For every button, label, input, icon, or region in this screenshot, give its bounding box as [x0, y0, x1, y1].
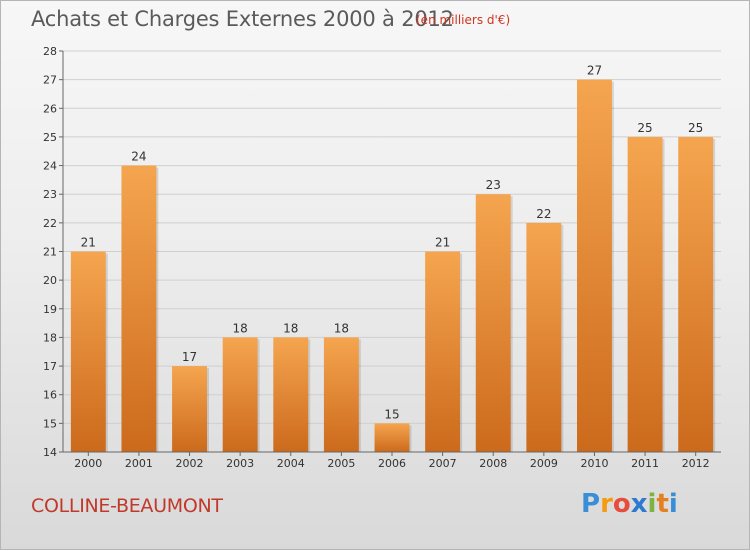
- y-tick-label: 26: [43, 102, 57, 115]
- data-label: 21: [81, 236, 96, 250]
- x-tick-label: 2000: [74, 457, 102, 470]
- x-tick-label: 2001: [125, 457, 153, 470]
- data-label: 17: [182, 350, 197, 364]
- data-label: 24: [131, 150, 146, 164]
- chart-title: Achats et Charges Externes 2000 à 2012: [31, 7, 454, 31]
- x-tick-label: 2010: [580, 457, 608, 470]
- x-tick-label: 2006: [378, 457, 406, 470]
- data-label: 22: [536, 207, 551, 221]
- bar: [576, 79, 612, 453]
- bar: [526, 222, 562, 452]
- logo-letter: o: [612, 489, 631, 519]
- y-axis: 14 15 16 17 18 19 20 21 22 23 24 25 26 27 28: [43, 45, 64, 459]
- y-tick-label: 22: [43, 217, 57, 230]
- location-name: COLLINE-BEAUMONT: [31, 495, 223, 517]
- logo-letter: P: [581, 489, 601, 519]
- x-tick-label: 2007: [429, 457, 457, 470]
- y-tick-label: 16: [43, 389, 57, 402]
- bar: [222, 337, 258, 452]
- proxiti-logo: Proxiti: [581, 489, 678, 519]
- bar: [70, 251, 106, 452]
- bar: [374, 423, 410, 452]
- y-tick-label: 25: [43, 131, 57, 144]
- data-label: 15: [384, 407, 399, 421]
- y-tick-label: 28: [43, 45, 57, 58]
- y-tick-label: 23: [43, 188, 57, 201]
- bar: [425, 251, 461, 452]
- data-label: 18: [334, 321, 349, 335]
- bar: [273, 337, 309, 452]
- y-tick-label: 14: [43, 446, 57, 459]
- bar: [172, 366, 208, 452]
- logo-letter: r: [600, 489, 613, 519]
- bar: [323, 337, 359, 452]
- x-tick-label: 2012: [682, 457, 710, 470]
- y-tick-label: 17: [43, 360, 57, 373]
- bars: 21 24 17 18 18 18 15 21 23 22 27 25 25: [70, 64, 716, 453]
- x-axis: 2000 2001 2002 2003 2004 2005 2006 2007 2008 2009…: [63, 451, 721, 470]
- data-label: 23: [486, 178, 501, 192]
- x-tick-label: 2011: [631, 457, 659, 470]
- y-tick-label: 15: [43, 417, 57, 430]
- x-tick-label: 2008: [479, 457, 507, 470]
- bar: [475, 194, 511, 452]
- x-tick-label: 2002: [176, 457, 204, 470]
- y-tick-label: 19: [43, 303, 57, 316]
- x-tick-label: 2009: [530, 457, 558, 470]
- x-tick-label: 2005: [327, 457, 355, 470]
- bar: [627, 136, 663, 452]
- data-label: 25: [688, 121, 703, 135]
- data-label: 25: [637, 121, 652, 135]
- logo-letter: i: [647, 489, 657, 519]
- data-label: 18: [233, 321, 248, 335]
- y-tick-label: 20: [43, 274, 57, 287]
- bar: [121, 165, 157, 453]
- y-tick-label: 21: [43, 246, 57, 259]
- data-label: 18: [283, 321, 298, 335]
- logo-letter: t: [656, 489, 669, 519]
- bar: [678, 136, 714, 452]
- data-label: 27: [587, 64, 602, 78]
- y-tick-label: 24: [43, 160, 57, 173]
- y-tick-label: 27: [43, 74, 57, 87]
- grid-lines: [63, 50, 721, 453]
- chart-subtitle: (en milliers d'€): [416, 13, 511, 27]
- x-tick-label: 2003: [226, 457, 254, 470]
- logo-letter: x: [630, 489, 648, 519]
- data-label: 21: [435, 236, 450, 250]
- x-tick-label: 2004: [277, 457, 305, 470]
- y-tick-label: 18: [43, 331, 57, 344]
- logo-letter: i: [668, 489, 678, 519]
